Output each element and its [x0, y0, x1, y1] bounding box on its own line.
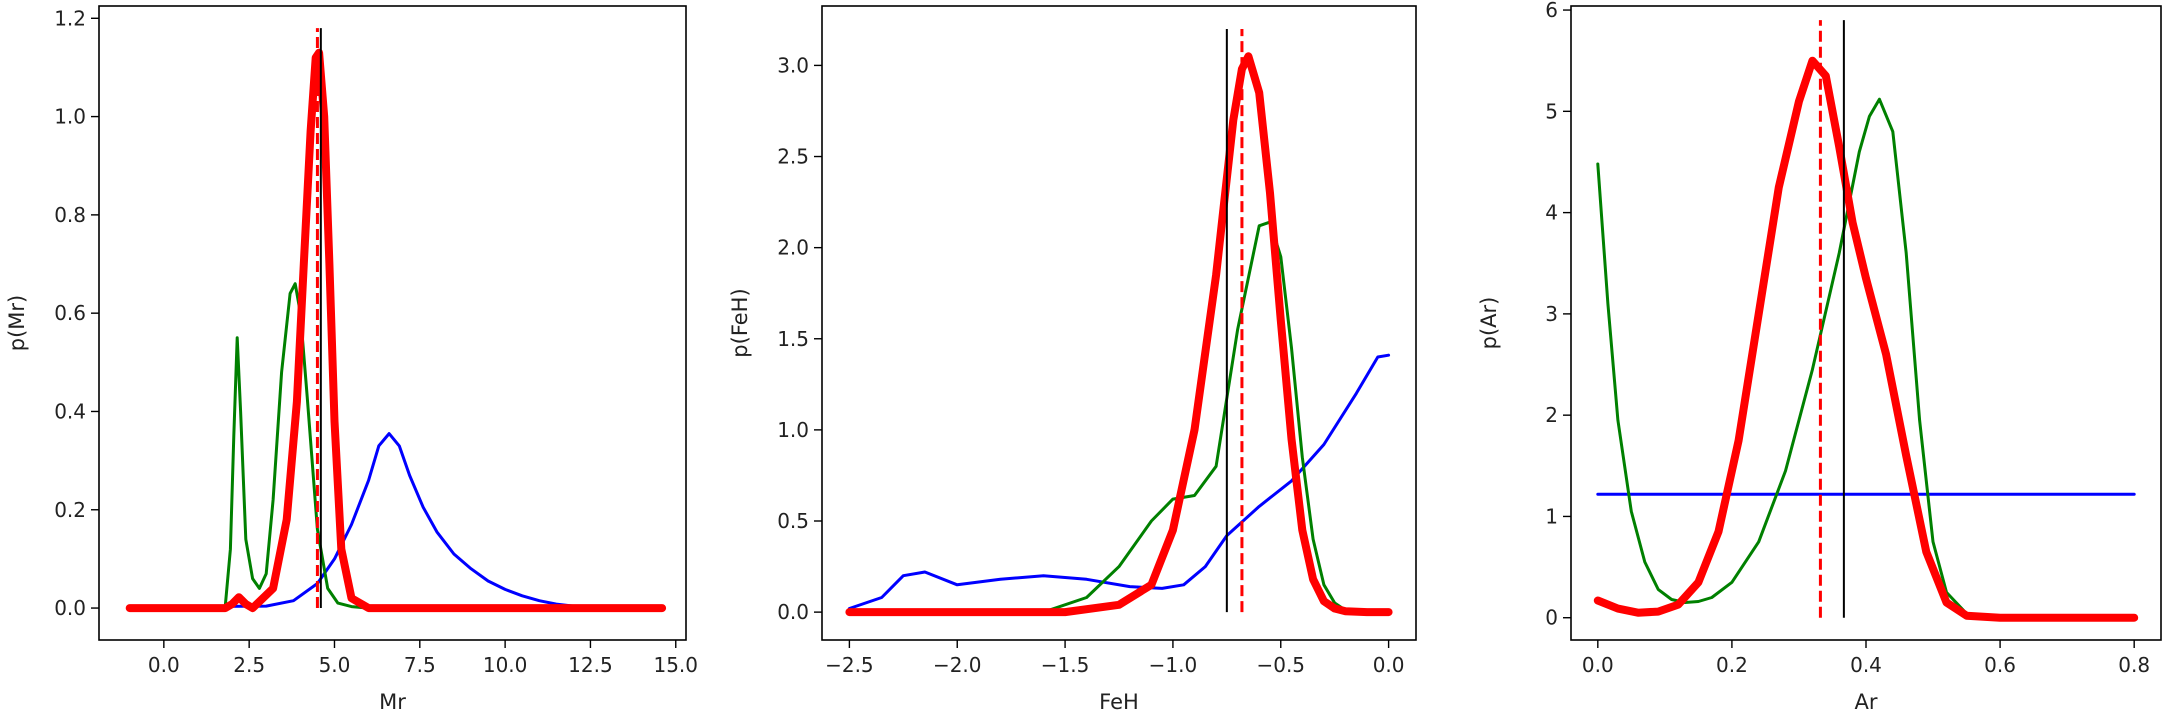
y-tick-label: 0.0 [54, 596, 86, 620]
x-tick-label: 15.0 [653, 653, 698, 677]
series-line-2 [1596, 97, 2136, 620]
plot-area [845, 28, 1393, 617]
plot-area [125, 28, 667, 613]
y-axis-label: p(FeH) [728, 288, 752, 357]
x-tick-label: 0.0 [1373, 653, 1405, 677]
y-tick-label: 1.5 [777, 327, 809, 351]
series-line-3 [1593, 56, 2139, 622]
x-tick-label: 10.0 [483, 653, 528, 677]
x-axis-label: Mr [379, 690, 406, 714]
x-tick-label: 2.5 [233, 653, 265, 677]
x-axis-label: Ar [1855, 690, 1878, 714]
series-line-3 [845, 52, 1393, 617]
subplot-2: −2.5 −2.0 −1.5 −1.0 −0.5 0.0 0.0 0.5 1.0 1.5 2.0 2.… [728, 5, 1417, 714]
y-tick-label: 0.2 [54, 498, 86, 522]
x-tick-label: −2.5 [825, 653, 874, 677]
x-tick-label: 0.0 [148, 653, 180, 677]
plot-area [1593, 20, 2139, 622]
x-axis-label: FeH [1099, 690, 1139, 714]
y-tick-label: 0.5 [777, 509, 809, 533]
series-line-3 [125, 48, 667, 613]
x-tick-label: −0.5 [1256, 653, 1305, 677]
x-tick-label: 7.5 [404, 653, 436, 677]
y-tick-label: 3 [1545, 302, 1558, 326]
y-tick-label: 6 [1545, 0, 1558, 22]
x-tick-label: −2.0 [933, 653, 982, 677]
y-tick-label: 0 [1545, 606, 1558, 630]
y-tick-label: 0.6 [54, 301, 86, 325]
x-tick-label: 0.4 [1850, 653, 1882, 677]
y-tick-label: 2.5 [777, 145, 809, 169]
series-line-1 [128, 432, 664, 610]
x-tick-label: 5.0 [319, 653, 351, 677]
x-tick-label: 0.8 [2118, 653, 2150, 677]
series-line-2 [128, 282, 664, 610]
y-tick-label: 5 [1545, 99, 1558, 123]
y-tick-label: 4 [1545, 201, 1558, 225]
x-tick-label: 0.6 [1984, 653, 2016, 677]
x-tick-label: 0.0 [1582, 653, 1614, 677]
axes-frame [1570, 5, 2162, 641]
subplot-3: 0.0 0.2 0.4 0.6 0.8 0 1 2 3 4 5 6 Ar p(Ar) [1477, 0, 2162, 714]
y-tick-label: 1 [1545, 504, 1558, 528]
y-axis-label: p(Mr) [5, 295, 29, 351]
y-tick-label: 1.0 [54, 105, 86, 129]
axes-frame [98, 5, 687, 641]
y-tick-label: 1.0 [777, 418, 809, 442]
y-tick-label: 0.0 [777, 600, 809, 624]
series-line-1 [847, 353, 1391, 610]
series-line-2 [847, 220, 1391, 614]
y-axis-label: p(Ar) [1477, 297, 1501, 350]
x-tick-label: 0.2 [1716, 653, 1748, 677]
y-tick-label: 2.0 [777, 236, 809, 260]
y-tick-label: 0.8 [54, 203, 86, 227]
subplot-1: 0.0 2.5 5.0 7.5 10.0 12.5 15.0 0.0 0.2 0.4 0.6 0.8 1… [5, 5, 698, 714]
axes-frame [821, 5, 1417, 641]
y-tick-label: 1.2 [54, 6, 86, 30]
x-tick-label: −1.5 [1041, 653, 1090, 677]
x-tick-label: 12.5 [568, 653, 613, 677]
y-tick-label: 3.0 [777, 53, 809, 77]
x-tick-label: −1.0 [1149, 653, 1198, 677]
y-tick-label: 0.4 [54, 399, 86, 423]
y-tick-label: 2 [1545, 403, 1558, 427]
